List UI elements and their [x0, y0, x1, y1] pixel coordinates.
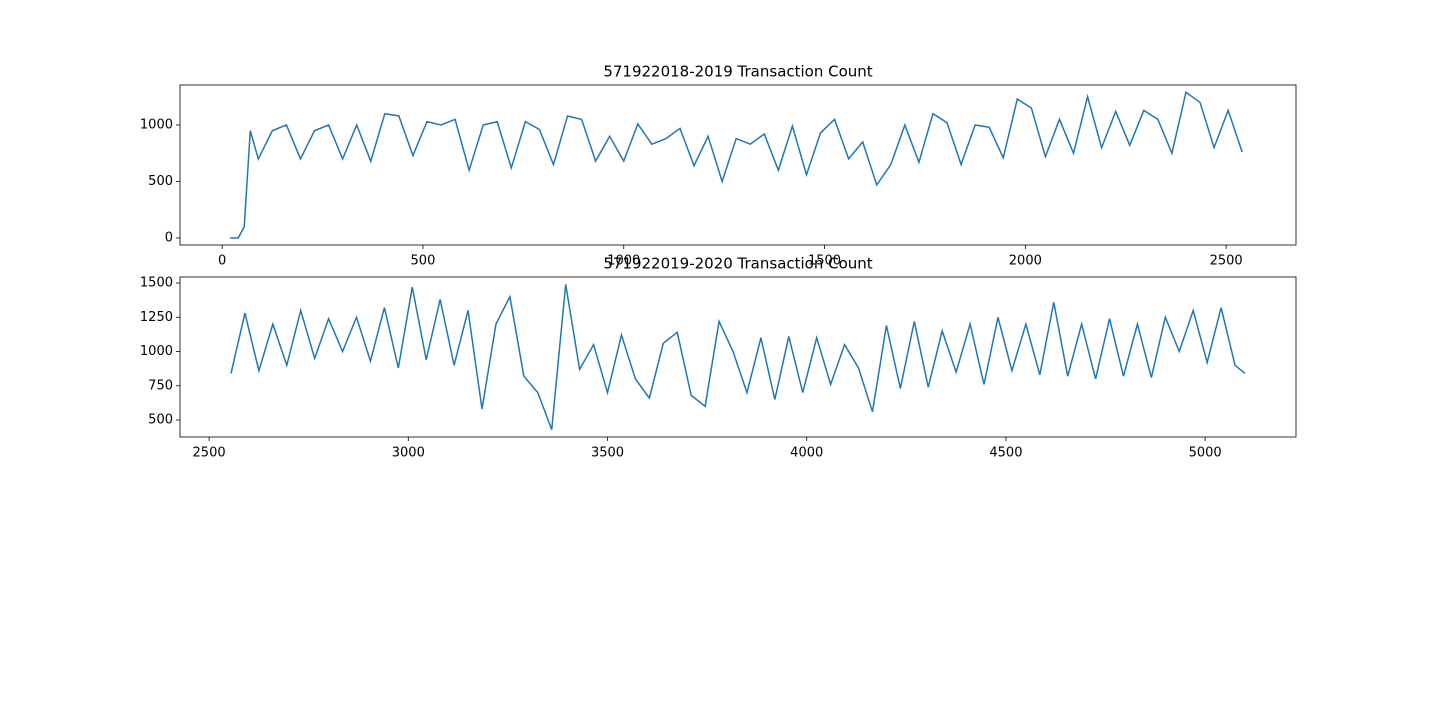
data-line: [230, 90, 1243, 239]
axes-frame: [179, 84, 1297, 246]
x-tick-label: 3000: [392, 446, 425, 461]
x-tick-label: 0: [218, 254, 226, 269]
axes-frame: [179, 276, 1297, 438]
y-tick-label: 500: [148, 413, 173, 428]
x-tick-label: 3500: [591, 446, 624, 461]
y-tick-label: 1000: [140, 118, 173, 133]
x-tick-label: 500: [411, 254, 436, 269]
data-line: [230, 284, 1246, 430]
x-tick-label: 4000: [790, 446, 823, 461]
chart-title: 571922018-2019 Transaction Count: [603, 63, 872, 81]
x-tick-label: 5000: [1189, 446, 1222, 461]
y-tick-label: 1500: [140, 276, 173, 291]
x-tick-label: 2000: [1009, 254, 1042, 269]
chart-title: 571922019-2020 Transaction Count: [603, 255, 872, 273]
x-tick-label: 1500: [808, 254, 841, 269]
x-tick-label: 1000: [607, 254, 640, 269]
x-tick-label: 2500: [193, 446, 226, 461]
x-tick-label: 2500: [1210, 254, 1243, 269]
y-tick-label: 1000: [140, 344, 173, 359]
x-tick-label: 4500: [989, 446, 1022, 461]
y-tick-label: 0: [165, 230, 173, 245]
y-tick-label: 750: [148, 378, 173, 393]
y-tick-label: 500: [148, 174, 173, 189]
y-tick-label: 1250: [140, 310, 173, 325]
